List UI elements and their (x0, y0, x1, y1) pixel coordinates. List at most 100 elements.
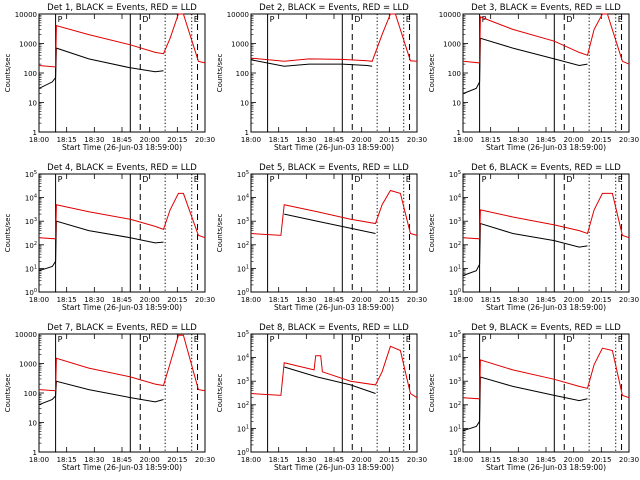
y-tick-label: 1000 (443, 41, 461, 49)
x-tick-label: 18:45 (112, 456, 132, 464)
plot-frame (38, 13, 206, 133)
x-tick-label: 20:00 (140, 296, 160, 304)
x-tick-label: 18:00 (29, 136, 49, 144)
series-lld-line (250, 345, 418, 399)
y-tick-label: 100 (449, 448, 461, 457)
x-tick-label: 18:15 (269, 456, 289, 464)
time-marker-label: E (618, 335, 623, 344)
time-marker-label: E (406, 335, 411, 344)
y-tick-label: 100 (236, 70, 249, 78)
time-marker-label: E (194, 335, 199, 344)
y-tick-label: 10 (28, 420, 37, 428)
y-axis-label: Counts/sec (4, 214, 12, 253)
y-axis-label: Counts/sec (428, 54, 436, 93)
time-marker-label: E (194, 15, 199, 24)
x-tick-label: 18:45 (112, 136, 132, 144)
time-marker-label: P (58, 15, 63, 24)
y-tick-label: 102 (25, 241, 37, 250)
x-tick-label: 20:00 (352, 296, 372, 304)
series-events-line (462, 376, 588, 432)
y-tick-label: 100 (448, 70, 461, 78)
y-tick-label: 100 (24, 390, 37, 398)
x-tick-label: 20:15 (591, 136, 611, 144)
chart-det-1: Det 1, BLACK = Events, RED = LLD 1 10 100 10… (4, 3, 215, 152)
x-tick-label: 20:15 (591, 296, 611, 304)
y-axis-label: Counts/sec (4, 374, 12, 413)
series-events-line (284, 366, 376, 394)
x-tick-label: 18:00 (241, 296, 261, 304)
chart-title: Det 7, BLACK = Events, RED = LLD (47, 323, 197, 333)
series-lld-line (250, 189, 418, 236)
y-tick-label: 105 (449, 330, 461, 339)
series-lld-line (250, 13, 418, 62)
y-tick-label: 102 (449, 241, 461, 250)
x-tick-label: 18:15 (481, 296, 501, 304)
y-axis-label: Counts/sec (216, 214, 224, 253)
x-tick-label: 20:30 (619, 296, 639, 304)
chart-det-2: Det 2, BLACK = Events, RED = LLD 1 10 100 10… (216, 3, 427, 152)
x-tick-label: 18:00 (29, 296, 49, 304)
y-tick-label: 102 (237, 241, 249, 250)
series-events-line (462, 37, 588, 95)
time-marker-label: D (354, 175, 360, 184)
y-tick-label: 10 (28, 100, 37, 108)
x-tick-label: 18:15 (481, 136, 501, 144)
x-tick-label: 20:30 (619, 136, 639, 144)
time-marker-label: E (406, 175, 411, 184)
x-tick-label: 18:30 (84, 296, 104, 304)
x-tick-label: 18:15 (57, 456, 77, 464)
x-tick-label: 20:30 (195, 136, 215, 144)
x-tick-label: 20:15 (379, 456, 399, 464)
x-tick-label: 18:45 (112, 296, 132, 304)
x-tick-label: 18:45 (536, 456, 556, 464)
x-tick-label: 20:15 (167, 136, 187, 144)
plot-frame (250, 173, 418, 293)
x-axis-label: Start Time (26-Jun-03 18:59:00) (274, 463, 394, 472)
y-tick-label: 100 (449, 288, 461, 297)
plot-frame (462, 333, 630, 453)
x-axis-label: Start Time (26-Jun-03 18:59:00) (62, 143, 182, 152)
y-tick-label: 1 (245, 129, 249, 137)
chart-det-6: Det 6, BLACK = Events, RED = LLD 100 101 10… (428, 163, 639, 312)
y-axis-label: Counts/sec (216, 374, 224, 413)
x-tick-label: 18:30 (508, 296, 528, 304)
time-marker-label: P (58, 175, 63, 184)
series-events-line (38, 220, 164, 272)
y-tick-label: 103 (449, 217, 461, 226)
y-tick-label: 104 (449, 354, 461, 363)
x-tick-label: 20:15 (167, 456, 187, 464)
y-tick-label: 101 (25, 264, 37, 273)
x-tick-label: 20:00 (564, 456, 584, 464)
y-tick-label: 105 (237, 330, 249, 339)
time-marker-label: D (566, 335, 572, 344)
x-axis-label: Start Time (26-Jun-03 18:59:00) (274, 143, 394, 152)
x-axis-label: Start Time (26-Jun-03 18:59:00) (486, 463, 606, 472)
x-tick-label: 20:15 (379, 136, 399, 144)
y-tick-label: 1 (457, 129, 461, 137)
x-tick-label: 18:30 (508, 456, 528, 464)
time-marker-label: D (566, 15, 572, 24)
x-tick-label: 18:15 (481, 456, 501, 464)
y-tick-label: 100 (237, 288, 249, 297)
x-tick-label: 20:30 (195, 456, 215, 464)
x-tick-label: 20:00 (140, 136, 160, 144)
y-tick-label: 100 (24, 70, 37, 78)
y-axis-label: Counts/sec (428, 214, 436, 253)
series-events-line (38, 380, 164, 406)
y-tick-label: 103 (237, 217, 249, 226)
y-tick-label: 1000 (231, 41, 249, 49)
time-marker-label: D (354, 15, 360, 24)
x-tick-label: 20:30 (619, 456, 639, 464)
y-axis-label: Counts/sec (216, 54, 224, 93)
y-tick-label: 102 (449, 401, 461, 410)
plot-frame (250, 333, 418, 453)
y-tick-label: 10000 (15, 11, 37, 19)
y-tick-label: 10000 (439, 11, 461, 19)
chart-title: Det 2, BLACK = Events, RED = LLD (259, 3, 409, 13)
chart-title: Det 4, BLACK = Events, RED = LLD (47, 163, 197, 173)
chart-title: Det 1, BLACK = Events, RED = LLD (47, 3, 197, 13)
x-tick-label: 18:15 (57, 296, 77, 304)
series-lld-line (38, 13, 206, 68)
y-tick-label: 105 (25, 170, 37, 179)
y-axis-label: Counts/sec (4, 54, 12, 93)
